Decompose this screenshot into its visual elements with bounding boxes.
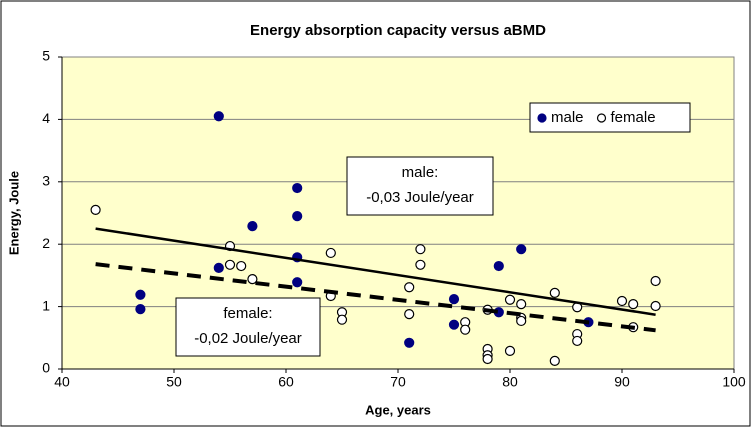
data-point <box>292 211 303 222</box>
y-tick-label: 5 <box>42 48 50 64</box>
legend-label: male <box>551 109 584 126</box>
y-tick-label: 3 <box>42 173 50 189</box>
data-point <box>292 182 303 194</box>
legend-marker <box>537 113 547 123</box>
data-point <box>135 289 146 300</box>
data-point <box>292 277 303 288</box>
data-point <box>213 111 224 122</box>
data-point <box>135 303 146 315</box>
data-point <box>404 282 415 293</box>
x-tick-label: 80 <box>502 374 518 390</box>
data-point <box>516 244 527 255</box>
data-point <box>336 314 348 325</box>
y-tick-label: 2 <box>42 235 50 251</box>
x-tick-label: 60 <box>278 374 294 390</box>
annotation: -0,02 Joule/year <box>194 330 302 347</box>
data-point <box>628 299 639 310</box>
chart-title: Energy absorption capacity versus aBMD <box>250 22 546 39</box>
trend-line <box>95 227 656 316</box>
data-point <box>404 308 415 320</box>
data-point <box>493 260 504 272</box>
trend-line <box>95 262 656 333</box>
annotation: -0,03 Joule/year <box>366 189 474 206</box>
data-point <box>404 337 415 348</box>
data-point <box>415 244 426 255</box>
annotation-box <box>175 297 321 357</box>
data-point <box>504 294 516 305</box>
data-point <box>616 295 628 307</box>
data-point <box>504 345 516 357</box>
data-point <box>482 353 493 365</box>
data-point <box>549 287 560 298</box>
data-point <box>415 259 426 270</box>
data-point <box>236 260 247 272</box>
x-tick-label: 50 <box>166 374 182 390</box>
data-point <box>90 204 101 215</box>
annotation-box <box>346 156 494 216</box>
data-point <box>448 294 460 305</box>
data-point <box>650 275 661 287</box>
legend-label: female <box>611 109 656 126</box>
y-axis-label: Energy, Joule <box>6 171 21 255</box>
data-point <box>549 355 560 366</box>
x-tick-label: 90 <box>614 374 630 390</box>
data-point <box>516 315 527 327</box>
data-point <box>460 324 471 335</box>
data-point <box>516 299 527 310</box>
data-point <box>325 247 336 259</box>
y-tick-label: 0 <box>42 360 50 376</box>
x-axis-label: Age, years <box>365 402 431 417</box>
annotation: female: <box>223 305 272 322</box>
y-tick-label: 4 <box>42 110 50 126</box>
data-point <box>572 335 583 347</box>
x-tick-label: 70 <box>390 374 406 390</box>
x-tick-label: 100 <box>722 374 746 390</box>
data-point <box>650 300 661 312</box>
data-point <box>247 274 258 285</box>
data-point <box>224 259 236 270</box>
data-point <box>247 221 258 232</box>
x-tick-label: 40 <box>54 374 70 390</box>
annotation: male: <box>402 164 439 181</box>
legend-box <box>529 102 691 133</box>
data-point <box>448 319 460 330</box>
y-tick-label: 1 <box>42 297 50 313</box>
legend-marker <box>596 113 607 123</box>
data-point <box>213 262 224 274</box>
